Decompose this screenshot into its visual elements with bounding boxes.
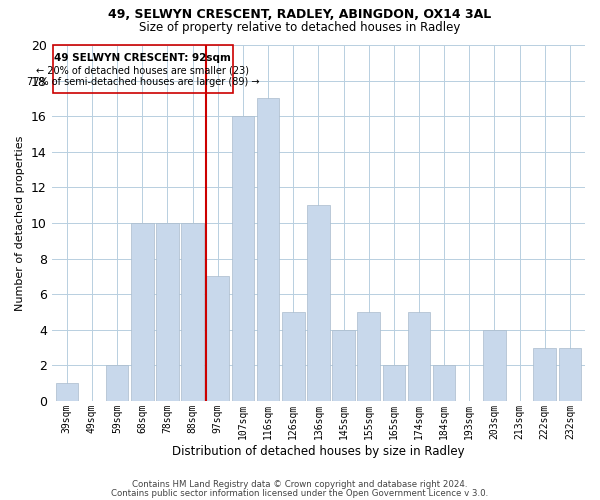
Bar: [307, 205, 329, 401]
Bar: [257, 98, 280, 401]
Bar: [332, 330, 355, 401]
Text: 49 SELWYN CRESCENT: 92sqm: 49 SELWYN CRESCENT: 92sqm: [55, 53, 232, 63]
Bar: [53, 45, 233, 93]
Text: Size of property relative to detached houses in Radley: Size of property relative to detached ho…: [139, 21, 461, 34]
X-axis label: Distribution of detached houses by size in Radley: Distribution of detached houses by size …: [172, 444, 464, 458]
Bar: [131, 223, 154, 401]
Bar: [533, 348, 556, 401]
Bar: [56, 383, 78, 401]
Bar: [232, 116, 254, 401]
Bar: [156, 223, 179, 401]
Bar: [282, 312, 305, 401]
Bar: [383, 366, 405, 401]
Bar: [483, 330, 506, 401]
Text: 77% of semi-detached houses are larger (89) →: 77% of semi-detached houses are larger (…: [26, 77, 259, 87]
Bar: [358, 312, 380, 401]
Text: 49, SELWYN CRESCENT, RADLEY, ABINGDON, OX14 3AL: 49, SELWYN CRESCENT, RADLEY, ABINGDON, O…: [109, 8, 491, 20]
Bar: [206, 276, 229, 401]
Text: Contains HM Land Registry data © Crown copyright and database right 2024.: Contains HM Land Registry data © Crown c…: [132, 480, 468, 489]
Bar: [433, 366, 455, 401]
Text: Contains public sector information licensed under the Open Government Licence v : Contains public sector information licen…: [112, 489, 488, 498]
Bar: [407, 312, 430, 401]
Y-axis label: Number of detached properties: Number of detached properties: [16, 136, 25, 310]
Text: ← 20% of detached houses are smaller (23): ← 20% of detached houses are smaller (23…: [37, 66, 250, 76]
Bar: [559, 348, 581, 401]
Bar: [106, 366, 128, 401]
Bar: [181, 223, 204, 401]
